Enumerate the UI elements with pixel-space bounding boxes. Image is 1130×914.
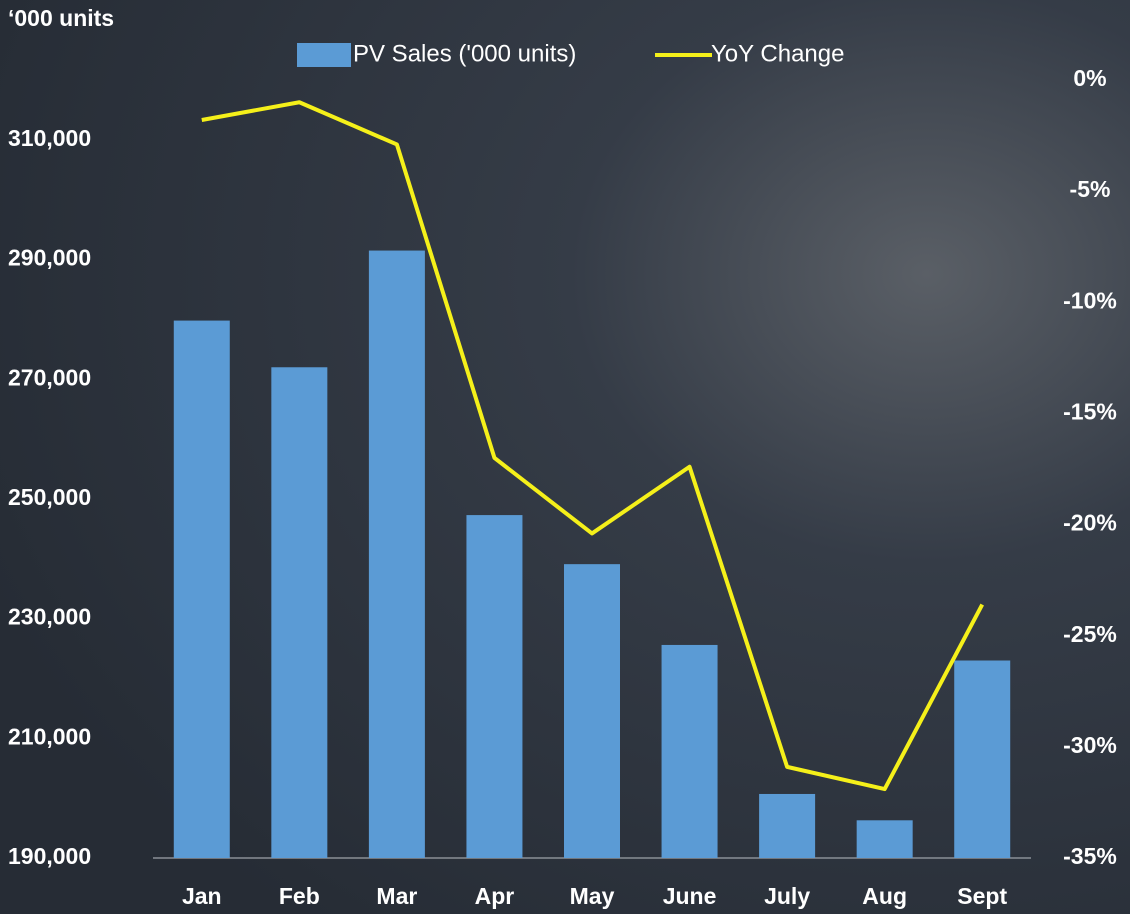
y2-tick-label: -20% bbox=[1063, 510, 1117, 536]
bar bbox=[954, 660, 1011, 858]
x-tick-label: Mar bbox=[376, 883, 417, 909]
legend-label: PV Sales ('000 units) bbox=[353, 40, 576, 67]
bar bbox=[661, 644, 718, 858]
x-tick-label: Feb bbox=[279, 883, 320, 909]
y2-tick-label: -15% bbox=[1063, 399, 1117, 425]
x-tick-label: Sept bbox=[957, 883, 1007, 909]
y2-tick-label: -5% bbox=[1070, 176, 1111, 202]
bar bbox=[856, 820, 913, 858]
y-tick-label: 310,000 bbox=[8, 125, 91, 151]
y2-tick-label: -35% bbox=[1063, 843, 1117, 869]
y-tick-label: 230,000 bbox=[8, 604, 91, 630]
y2-tick-label: 0% bbox=[1073, 65, 1106, 91]
y-tick-label: 210,000 bbox=[8, 723, 91, 749]
bar bbox=[173, 320, 230, 858]
y-tick-label: 290,000 bbox=[8, 245, 91, 271]
line bbox=[201, 100, 984, 792]
x-tick-label: Apr bbox=[475, 883, 515, 909]
x-tick-label: Jan bbox=[182, 883, 222, 909]
bar bbox=[271, 367, 328, 858]
bar bbox=[564, 564, 620, 858]
y2-tick-label: -25% bbox=[1063, 621, 1117, 647]
x-tick-label: Aug bbox=[862, 883, 907, 909]
y-tick-label: 190,000 bbox=[8, 843, 91, 869]
x-tick-label: July bbox=[764, 883, 810, 909]
bar bbox=[466, 515, 523, 858]
y-tick-label: 250,000 bbox=[8, 484, 91, 510]
x-tick-label: May bbox=[570, 883, 615, 909]
bar bbox=[759, 793, 816, 858]
y2-tick-label: -10% bbox=[1063, 287, 1117, 313]
bar bbox=[368, 250, 425, 859]
y2-tick-label: -30% bbox=[1063, 732, 1117, 758]
y-axis-label: ‘000 units bbox=[8, 5, 114, 31]
legend-swatch bbox=[297, 43, 351, 67]
x-tick-label: June bbox=[663, 883, 717, 909]
y-tick-label: 270,000 bbox=[8, 364, 91, 390]
legend-label: YoY Change bbox=[711, 40, 844, 67]
